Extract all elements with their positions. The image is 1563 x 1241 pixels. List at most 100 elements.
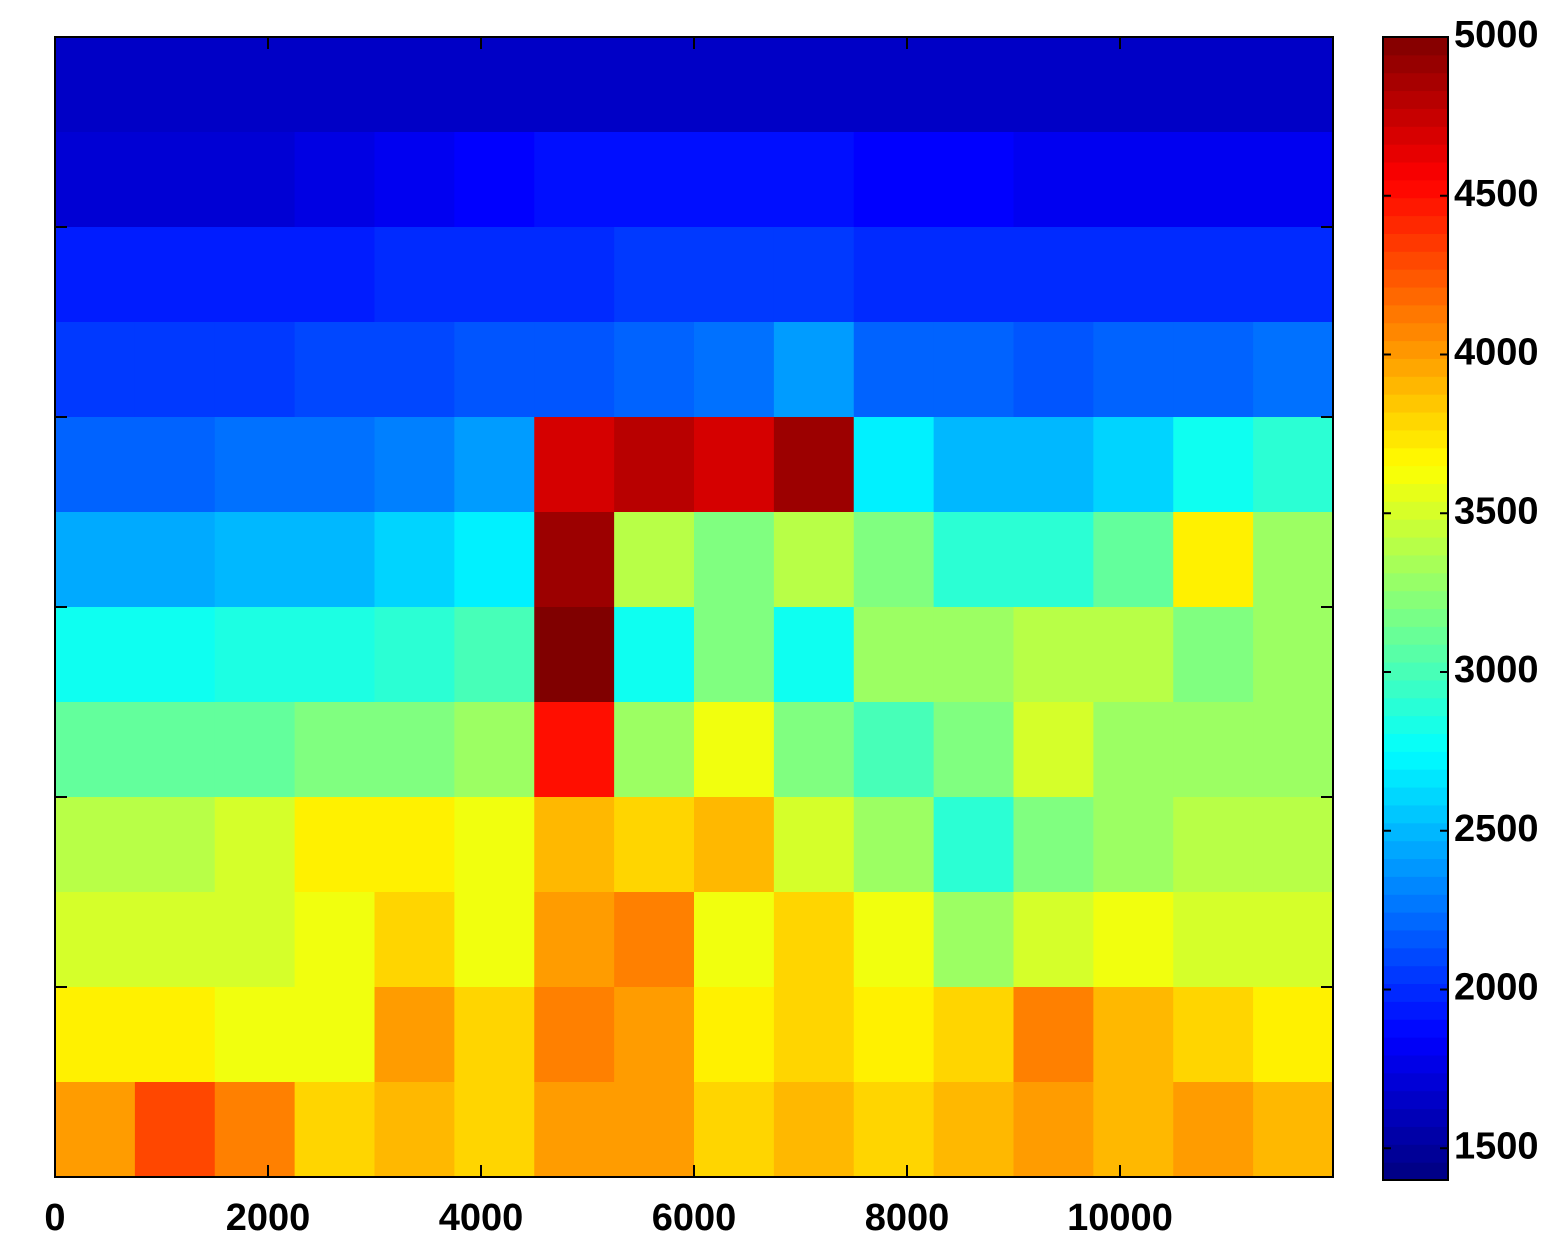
heatmap-cell [294, 37, 375, 133]
colorbar-swatch [1383, 394, 1448, 413]
heatmap-cell [454, 227, 535, 323]
colorbar-swatch [1383, 608, 1448, 627]
heatmap-cell [214, 322, 296, 418]
heatmap-cell [1253, 132, 1334, 228]
heatmap-cell [694, 797, 775, 893]
heatmap-cell [454, 512, 535, 608]
heatmap-cell [534, 1082, 615, 1178]
colorbar-swatch [1383, 465, 1448, 484]
colorbar [1383, 37, 1448, 1181]
colorbar-swatch [1383, 769, 1448, 788]
heatmap-cell [294, 417, 375, 513]
colorbar-swatch [1383, 1144, 1448, 1163]
heatmap-cell [134, 892, 216, 988]
heatmap-cell [214, 607, 296, 703]
x-tick-label: 2000 [226, 1197, 311, 1239]
heatmap-cell [773, 1082, 855, 1178]
colorbar-swatch [1383, 929, 1448, 949]
heatmap-cell [1173, 417, 1254, 513]
colorbar-swatch [1383, 251, 1448, 270]
heatmap-cell [933, 892, 1014, 988]
heatmap-cell [694, 1082, 775, 1178]
heatmap-cell [1093, 892, 1174, 988]
heatmap-cell [55, 607, 136, 703]
colorbar-swatch [1383, 679, 1448, 699]
colorbar-swatch [1383, 1108, 1448, 1127]
heatmap-cell [933, 702, 1014, 798]
heatmap-cell [773, 607, 855, 703]
heatmap-cell [1173, 1082, 1254, 1178]
colorbar-swatch [1383, 1054, 1448, 1074]
heatmap-cell [773, 702, 855, 798]
colorbar-tick-label: 2000 [1454, 967, 1539, 1009]
colorbar-tick-label: 4500 [1454, 173, 1539, 215]
heatmap-cell [1173, 702, 1254, 798]
x-tick-label: 8000 [865, 1197, 950, 1239]
heatmap-cell [1253, 892, 1334, 988]
colorbar-swatch [1383, 840, 1448, 860]
y-axis-ticks [55, 226, 1333, 988]
heatmap-cell [55, 702, 136, 798]
x-tick-label: 6000 [652, 1197, 737, 1239]
heatmap-cell [1253, 227, 1334, 323]
colorbar-swatch [1383, 876, 1448, 895]
heatmap-cell [214, 1082, 296, 1178]
heatmap-cell [134, 322, 216, 418]
heatmap-cell [454, 892, 535, 988]
heatmap-cell [853, 1082, 935, 1178]
heatmap-cell [374, 227, 455, 323]
heatmap-cell [933, 132, 1014, 228]
heatmap-cell [853, 322, 935, 418]
heatmap-cell [374, 892, 455, 988]
colorbar-swatch [1383, 233, 1448, 252]
heatmap-cell [694, 227, 775, 323]
colorbar-swatch [1383, 37, 1448, 56]
heatmap-cell [1093, 512, 1174, 608]
heatmap-cell [1173, 892, 1254, 988]
colorbar-swatch [1383, 751, 1448, 770]
colorbar-swatch [1383, 304, 1448, 324]
heatmap-cell [134, 797, 216, 893]
heatmap-cell [773, 322, 855, 418]
heatmap-cell [294, 892, 375, 988]
heatmap-cell [773, 37, 855, 133]
colorbar-swatch [1383, 1037, 1448, 1056]
heatmap-cell [1093, 37, 1174, 133]
heatmap-cell [534, 607, 615, 703]
heatmap-cell [134, 417, 216, 513]
colorbar-swatch [1383, 947, 1448, 967]
heatmap-cell [1173, 797, 1254, 893]
heatmap-cell [1173, 227, 1254, 323]
heatmap-cell [214, 417, 296, 513]
heatmap-cell [134, 1082, 216, 1178]
colorbar-swatch [1383, 912, 1448, 931]
heatmap-cell [454, 797, 535, 893]
heatmap-cell [773, 987, 855, 1083]
heatmap-cell [55, 417, 136, 513]
heatmap-cell [134, 607, 216, 703]
colorbar-swatch [1383, 804, 1448, 824]
heatmap-cell [1013, 322, 1094, 418]
heatmap-cell [294, 512, 375, 608]
heatmap-cell [1093, 417, 1174, 513]
colorbar-swatch [1383, 1001, 1448, 1020]
colorbar-swatch [1383, 626, 1448, 645]
heatmap-cell [214, 702, 296, 798]
heatmap-cell [454, 1082, 535, 1178]
heatmap-cell [694, 987, 775, 1083]
heatmap-cell [614, 987, 695, 1083]
heatmap-cell [694, 607, 775, 703]
colorbar-swatch [1383, 162, 1448, 181]
heatmap-cell [933, 227, 1014, 323]
heatmap-cell [853, 797, 935, 893]
heatmap-cell [933, 1082, 1014, 1178]
colorbar-swatch [1383, 554, 1448, 574]
heatmap-cell [1173, 512, 1254, 608]
heatmap-cell [1253, 37, 1334, 133]
heatmap-cell [374, 512, 455, 608]
heatmap-cell [694, 322, 775, 418]
colorbar-swatch [1383, 822, 1448, 842]
colorbar-swatch [1383, 1090, 1448, 1110]
heatmap-cell [134, 512, 216, 608]
colorbar-swatch [1383, 644, 1448, 663]
